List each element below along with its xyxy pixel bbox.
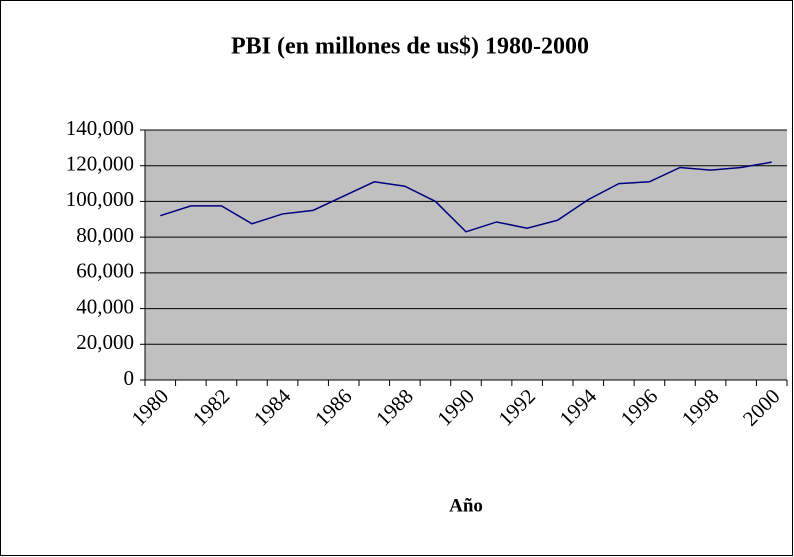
y-tick-label: 80,000 (76, 223, 134, 247)
chart-title: PBI (en millones de us$) 1980-2000 (231, 34, 589, 60)
y-tick-label: 120,000 (66, 152, 134, 176)
plot-area (145, 130, 787, 380)
y-tick-label: 60,000 (76, 259, 134, 283)
data-line (160, 161, 772, 233)
y-tick-label: 140,000 (66, 116, 134, 140)
y-tick-label: 100,000 (66, 187, 134, 211)
x-axis-title: Año (449, 495, 483, 516)
y-tick-label: 20,000 (76, 330, 134, 354)
y-tick-label: 40,000 (76, 294, 134, 318)
y-tick-label: 0 (124, 366, 135, 390)
